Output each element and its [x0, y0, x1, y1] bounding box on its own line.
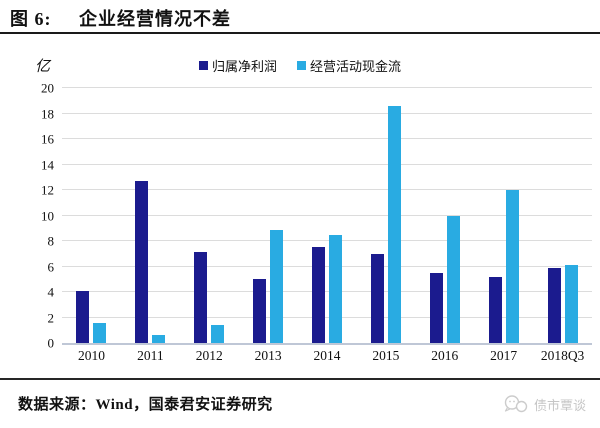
- y-axis-ticks: 0 2 4 6 8 10 12 14 16 18 20: [24, 82, 55, 350]
- y-tick-label: 8: [47, 233, 55, 249]
- x-tick-label: 2015: [372, 348, 400, 363]
- bar-group: [62, 88, 121, 343]
- bar: [564, 265, 578, 343]
- gridline: [62, 189, 592, 190]
- bar: [547, 267, 561, 343]
- bar: [329, 234, 342, 343]
- legend-label: 归属净利润: [211, 59, 277, 74]
- bar-group: [239, 88, 298, 343]
- bar: [505, 190, 519, 343]
- bar: [152, 335, 166, 343]
- x-tick-label: 2013: [254, 348, 282, 363]
- figure-label: 图 6:: [10, 9, 52, 29]
- bar-group: [533, 88, 592, 343]
- y-tick-label: 18: [41, 106, 54, 121]
- bar: [93, 322, 107, 343]
- bar-groups: [62, 88, 592, 343]
- bar-group: [356, 88, 415, 343]
- gridline: [62, 240, 592, 241]
- bar: [387, 105, 401, 343]
- legend-swatch-icon: [198, 61, 208, 70]
- figure-title: 图 6: 企业经营情况不差: [10, 5, 231, 31]
- y-tick-label: 2: [47, 310, 55, 325]
- y-tick-label: 20: [41, 80, 54, 96]
- gridline: [62, 112, 592, 114]
- wechat-bubbles-icon: [504, 395, 528, 413]
- gridline: [62, 265, 592, 267]
- y-axis-unit-label: 亿: [35, 59, 51, 75]
- bar-group: [474, 88, 533, 343]
- x-tick-label: 2011: [137, 348, 164, 363]
- legend-label: 经营活动现金流: [310, 59, 402, 74]
- x-tick-label: 2016: [431, 348, 459, 363]
- plot-area: [62, 87, 592, 345]
- bar: [429, 272, 443, 343]
- gridline: [62, 316, 592, 318]
- x-tick-label: 2017: [490, 348, 518, 363]
- x-axis-labels: 2010 2011 2012 2013 2014 2015 2016 2017 2018Q3: [62, 348, 592, 364]
- bar-group: [180, 88, 239, 343]
- legend-item: 经营活动现金流: [297, 56, 401, 75]
- y-tick-label: 4: [47, 284, 55, 300]
- bar: [370, 253, 384, 343]
- bar: [312, 247, 325, 343]
- footer-divider: [0, 378, 600, 380]
- bar-group: [415, 88, 474, 343]
- bar: [76, 290, 90, 343]
- bar: [253, 279, 267, 343]
- gridline: [62, 291, 592, 292]
- legend-item: 归属净利润: [198, 56, 277, 75]
- bar-group: [121, 88, 180, 343]
- y-tick-label: 12: [41, 182, 54, 198]
- bar: [446, 215, 460, 343]
- bar: [488, 276, 502, 343]
- watermark-text: 债市覃谈: [533, 397, 586, 413]
- watermark: 债市覃谈: [503, 394, 586, 414]
- gridline: [62, 138, 592, 139]
- x-tick-label: 2014: [313, 348, 341, 363]
- y-tick-label: 6: [47, 259, 55, 274]
- x-tick-label: 2018Q3: [540, 348, 585, 363]
- title-divider: [0, 32, 600, 34]
- chart-legend: 归属净利润 经营活动现金流: [0, 56, 600, 75]
- x-tick-label: 2010: [77, 348, 105, 363]
- figure-name: 企业经营情况不差: [79, 9, 231, 29]
- bar: [270, 229, 284, 343]
- x-tick-label: 2012: [195, 348, 223, 363]
- gridline: [62, 87, 592, 88]
- bar-group: [298, 88, 357, 343]
- y-tick-label: 16: [41, 131, 54, 147]
- y-tick-label: 14: [41, 157, 54, 172]
- bar: [194, 252, 208, 343]
- gridline: [62, 214, 592, 216]
- bar: [211, 325, 225, 343]
- legend-swatch-icon: [297, 61, 306, 70]
- y-tick-label: 10: [41, 208, 54, 223]
- gridline: [62, 163, 592, 165]
- data-source: 数据来源：Wind，国泰君安证券研究: [18, 397, 273, 413]
- y-tick-label: 0: [47, 335, 55, 351]
- bar: [135, 181, 149, 343]
